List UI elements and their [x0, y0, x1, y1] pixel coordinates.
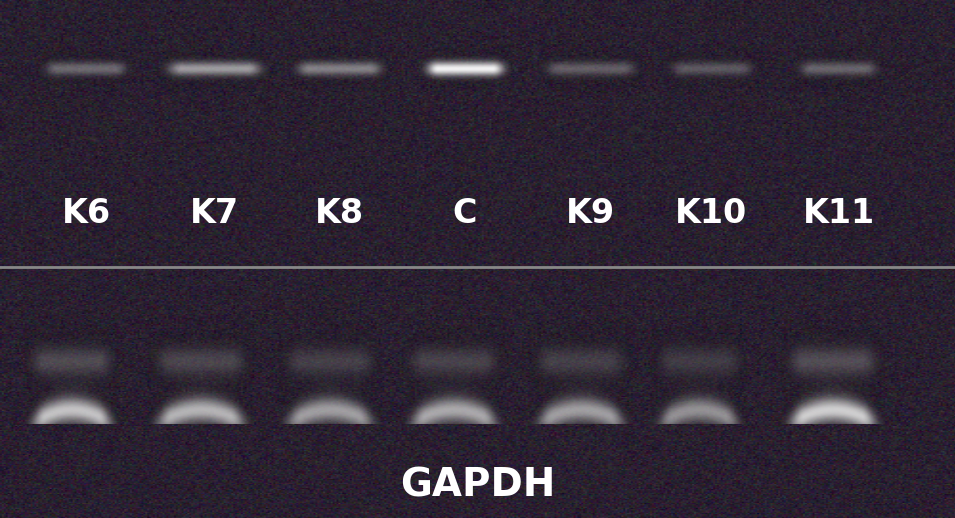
Text: K8: K8	[314, 197, 364, 230]
Text: K10: K10	[675, 197, 748, 230]
Text: K6: K6	[61, 197, 111, 230]
Text: K7: K7	[190, 197, 240, 230]
Text: K11: K11	[802, 197, 875, 230]
Text: GAPDH: GAPDH	[400, 466, 555, 505]
Text: C: C	[453, 197, 478, 230]
Text: K9: K9	[565, 197, 615, 230]
